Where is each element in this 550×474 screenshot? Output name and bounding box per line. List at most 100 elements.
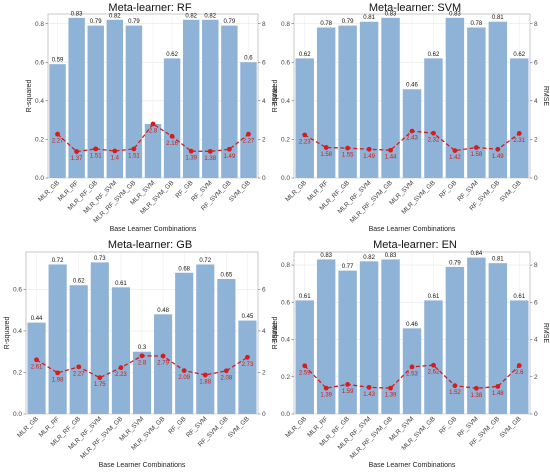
bar <box>445 17 465 178</box>
y2-axis-title: RMSE <box>542 86 549 107</box>
y-tick-label: 0.0 <box>13 411 22 418</box>
chart-title: Meta-learner: RF <box>108 2 191 14</box>
bar-value-label: 0.61 <box>513 294 525 300</box>
rmse-point <box>495 146 501 152</box>
bar-value-label: 0.83 <box>385 11 397 17</box>
bar-value-label: 0.84 <box>471 251 483 257</box>
bar <box>144 123 162 178</box>
rmse-point <box>388 385 393 391</box>
rmse-point <box>245 354 250 360</box>
bar <box>182 19 200 178</box>
y-axis-title: R-squared <box>272 317 279 350</box>
x-tick-label: MLR_GB <box>16 415 40 439</box>
chart-panel: Meta-learner: EN0.610.830.770.82 0.830.46… <box>272 239 549 469</box>
rmse-point <box>323 385 329 391</box>
y2-axis-title: RMSE <box>270 86 277 107</box>
bar-value-label: 0.3 <box>138 345 147 351</box>
y2-tick-label: 4 <box>534 337 538 344</box>
y2-tick-label: 0 <box>262 175 266 182</box>
x-tick-label: MLR_GB <box>284 179 308 203</box>
rmse-point <box>150 121 156 127</box>
bar <box>424 300 443 414</box>
bar <box>381 259 400 414</box>
rmse-point <box>74 149 80 154</box>
bar <box>87 25 104 178</box>
bar <box>90 262 109 414</box>
y-axis-title: R-squared <box>4 317 11 350</box>
y2-axis-title: RMSE <box>542 323 549 344</box>
bar <box>316 259 336 414</box>
y-tick-label: 0.6 <box>35 59 44 66</box>
rmse-value-label: 2.79 <box>157 361 169 367</box>
bar-value-label: 0.62 <box>513 52 525 58</box>
bar <box>217 279 236 414</box>
x-tick-label: RF_GB <box>167 415 187 435</box>
y2-tick-label: 6 <box>534 59 538 66</box>
bar-value-label: 0.77 <box>342 264 354 270</box>
rmse-value-label: 2.43 <box>406 136 418 142</box>
rmse-value-label: 2.61 <box>31 364 43 370</box>
bar-value-label: 0.82 <box>363 255 375 261</box>
y2-tick-label: 4 <box>262 98 266 105</box>
rmse-value-label: 1.38 <box>471 393 483 399</box>
rmse-value-label: 1.42 <box>449 155 461 161</box>
bar <box>424 58 443 179</box>
bar <box>240 62 257 179</box>
bar <box>488 263 508 414</box>
bar <box>238 320 257 414</box>
bar-value-label: 0.61 <box>299 294 311 300</box>
bar-value-label: 0.65 <box>221 273 233 279</box>
bar-value-label: 0.62 <box>299 52 311 58</box>
bar-value-label: 0.72 <box>199 258 211 264</box>
bar <box>106 19 124 178</box>
rmse-point <box>188 148 194 154</box>
bar <box>163 58 181 179</box>
rmse-point <box>345 381 351 387</box>
bar <box>488 21 508 178</box>
y-tick-label: 0.0 <box>281 175 290 182</box>
bar <box>338 270 357 414</box>
bar <box>111 287 130 414</box>
rmse-point <box>302 132 308 138</box>
rmse-point <box>388 147 393 153</box>
y-tick-label: 0.4 <box>281 98 290 105</box>
x-axis-title: Base Learner Combinations <box>99 462 186 469</box>
rmse-value-label: 1.4 <box>111 155 120 161</box>
rmse-value-label: 1.48 <box>492 391 504 397</box>
x-tick-label: MLR_SVM_GB <box>139 179 175 215</box>
y2-tick-label: 4 <box>262 328 266 335</box>
rmse-point <box>131 146 137 152</box>
y-tick-label: 0.2 <box>281 137 290 144</box>
rmse-point <box>160 353 166 359</box>
bar <box>175 272 194 414</box>
y2-axis-title: RMSE <box>270 323 277 344</box>
y2-tick-label: 6 <box>262 59 266 66</box>
y2-tick-label: 0 <box>534 175 538 182</box>
chart-title: Meta-learner: EN <box>373 239 457 251</box>
y-tick-label: 0.0 <box>35 175 44 182</box>
bar-value-label: 0.46 <box>406 322 418 328</box>
bar <box>359 21 379 178</box>
x-tick-label: SVM_GB <box>227 415 251 439</box>
bar-value-label: 0.62 <box>428 52 440 58</box>
bar-value-label: 0.79 <box>342 19 354 25</box>
rmse-point <box>495 384 501 389</box>
rmse-value-label: 2.62 <box>428 370 440 376</box>
rmse-value-label: 1.38 <box>204 156 216 162</box>
bar-value-label: 0.46 <box>406 83 418 89</box>
rmse-value-label: 2.8 <box>138 360 147 366</box>
rmse-point <box>366 146 372 152</box>
y-tick-label: 0.6 <box>13 287 22 294</box>
bar-value-label: 0.82 <box>109 13 121 19</box>
rmse-point <box>246 131 251 137</box>
bar-value-label: 0.83 <box>449 11 461 17</box>
rmse-value-label: 1.44 <box>385 155 397 161</box>
rmse-point <box>452 383 458 389</box>
bar-value-label: 0.82 <box>204 13 216 19</box>
y2-tick-label: 2 <box>534 374 538 381</box>
bar-value-label: 0.44 <box>31 316 43 322</box>
y2-tick-label: 2 <box>262 137 266 144</box>
rmse-point <box>409 128 415 134</box>
rmse-value-label: 2.59 <box>299 370 311 376</box>
rmse-value-label: 2.09 <box>178 375 190 381</box>
